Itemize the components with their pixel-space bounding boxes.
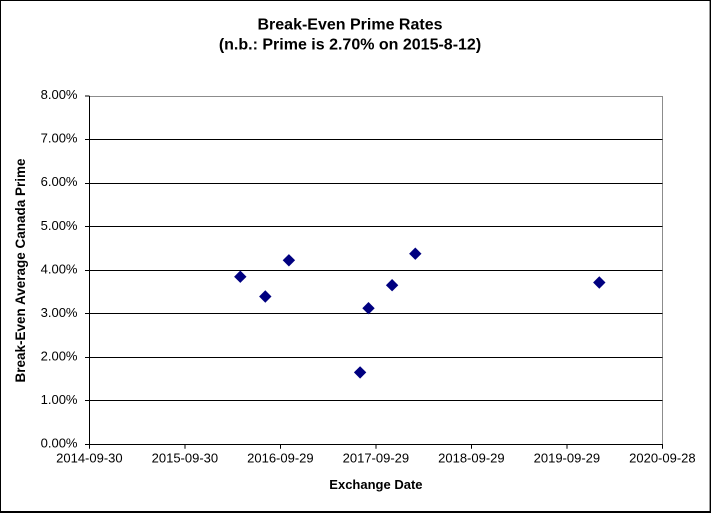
svg-text:8.00%: 8.00% [41, 87, 78, 102]
svg-text:2.00%: 2.00% [41, 349, 78, 364]
svg-text:6.00%: 6.00% [41, 174, 78, 189]
svg-text:Break-Even Prime Rates: Break-Even Prime Rates [258, 17, 443, 34]
svg-text:2016-09-29: 2016-09-29 [247, 451, 314, 466]
svg-text:2017-09-29: 2017-09-29 [343, 451, 410, 466]
svg-text:7.00%: 7.00% [41, 131, 78, 146]
svg-text:3.00%: 3.00% [41, 305, 78, 320]
svg-text:2014-09-30: 2014-09-30 [56, 451, 123, 466]
svg-text:2015-09-30: 2015-09-30 [152, 451, 219, 466]
svg-text:4.00%: 4.00% [41, 261, 78, 276]
svg-text:5.00%: 5.00% [41, 218, 78, 233]
svg-text:0.00%: 0.00% [41, 436, 78, 451]
svg-text:2018-09-29: 2018-09-29 [438, 451, 505, 466]
svg-text:2019-09-29: 2019-09-29 [534, 451, 601, 466]
svg-text:Break-Even Average Canada Prim: Break-Even Average Canada Prime [13, 158, 28, 383]
svg-text:Exchange Date: Exchange Date [329, 477, 422, 492]
svg-text:2020-09-28: 2020-09-28 [629, 451, 696, 466]
svg-text:(n.b.: Prime is 2.70% on 2015-: (n.b.: Prime is 2.70% on 2015-8-12) [219, 36, 481, 53]
svg-text:1.00%: 1.00% [41, 392, 78, 407]
